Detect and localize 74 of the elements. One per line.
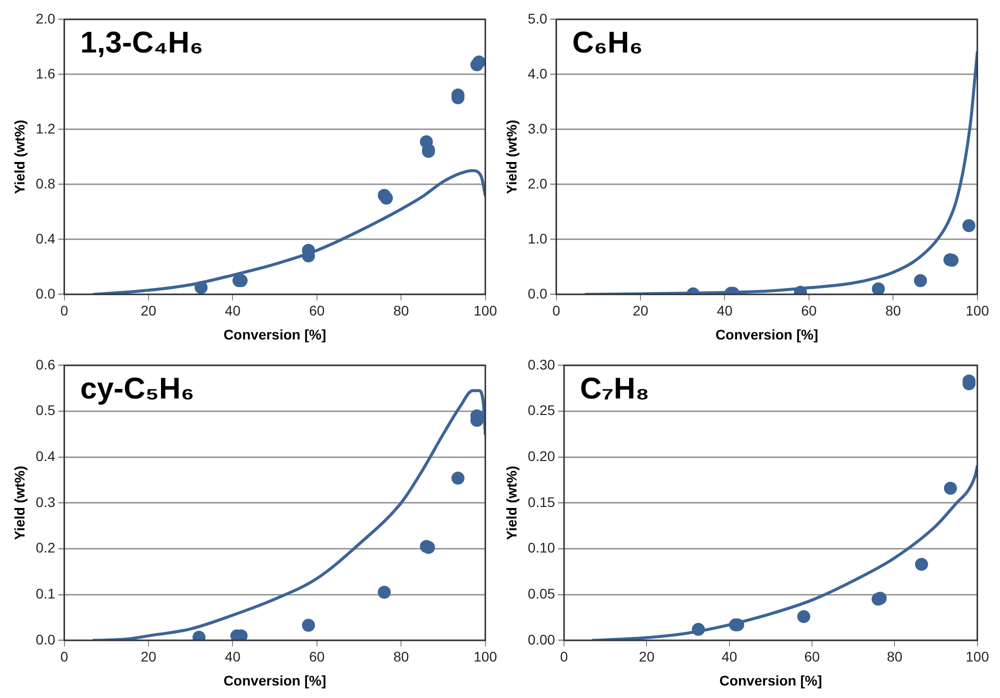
x-tick-label: 80 xyxy=(885,302,902,319)
chart-title: C₇H₈ xyxy=(580,372,650,406)
y-tick-label: 0.4 xyxy=(36,448,56,464)
y-tick-label: 0.4 xyxy=(36,230,56,246)
x-tick-label: 80 xyxy=(393,302,410,319)
x-tick-label: 40 xyxy=(224,648,241,665)
y-tick-label: 1.0 xyxy=(528,230,548,246)
y-tick-label: 0.0 xyxy=(528,285,548,302)
point xyxy=(302,618,315,632)
x-tick-label: 60 xyxy=(309,648,325,665)
x-tick-label: 60 xyxy=(804,648,820,665)
y-tick-label: 0.25 xyxy=(528,402,556,418)
y-tick-label: 3.0 xyxy=(528,120,548,136)
x-tick-label: 0 xyxy=(60,302,68,319)
chart-title: C₆H₆ xyxy=(572,26,643,60)
x-tick-label: 40 xyxy=(722,648,738,665)
y-tick-label: 0.0 xyxy=(36,631,56,648)
x-tick-label: 0 xyxy=(560,648,568,665)
chart-title: 1,3-C₄H₆ xyxy=(80,26,204,60)
y-axis-title: Yield (wt%) xyxy=(503,120,520,194)
x-tick-label: 40 xyxy=(224,302,241,319)
y-tick-label: 0.15 xyxy=(528,494,556,510)
point xyxy=(194,281,208,294)
y-tick-label: 0.2 xyxy=(36,540,56,556)
x-tick-label: 40 xyxy=(716,302,733,319)
chart-title: cy-C₅H₆ xyxy=(80,372,194,406)
point xyxy=(380,192,393,205)
x-tick-label: 60 xyxy=(309,302,325,319)
line-series xyxy=(92,169,486,294)
point xyxy=(915,558,928,571)
x-axis-title: Conversion [%] xyxy=(223,326,326,342)
point xyxy=(692,622,705,636)
x-axis-title: Conversion [%] xyxy=(223,672,326,688)
x-tick-label: 100 xyxy=(474,302,498,319)
x-tick-label: 20 xyxy=(140,648,156,665)
y-tick-label: 0.20 xyxy=(528,448,556,464)
y-tick-label: 0.6 xyxy=(36,356,56,372)
y-tick-label: 5.0 xyxy=(528,10,548,26)
y-tick-label: 4.0 xyxy=(528,65,548,82)
x-tick-label: 0 xyxy=(552,302,560,319)
x-tick-label: 80 xyxy=(393,648,410,665)
x-tick-label: 20 xyxy=(638,648,655,665)
x-tick-label: 100 xyxy=(474,648,498,665)
y-tick-label: 0.1 xyxy=(36,585,56,602)
y-tick-label: 2.0 xyxy=(528,175,548,192)
point xyxy=(451,472,464,485)
x-tick-label: 20 xyxy=(632,302,648,319)
y-axis-title: Yield (wt%) xyxy=(11,120,28,194)
x-axis-title: Conversion [%] xyxy=(715,326,818,342)
point xyxy=(378,586,391,599)
y-tick-label: 0.30 xyxy=(528,356,556,372)
point xyxy=(944,482,957,495)
x-tick-label: 100 xyxy=(966,648,990,665)
y-tick-label: 0.00 xyxy=(528,631,556,648)
y-tick-label: 0.10 xyxy=(528,540,556,556)
y-axis-title: Yield (wt%) xyxy=(503,466,520,540)
line-series xyxy=(591,464,978,640)
y-tick-label: 0.0 xyxy=(36,285,56,302)
y-tick-label: 0.5 xyxy=(36,402,56,418)
x-tick-label: 100 xyxy=(966,302,990,319)
y-tick-label: 0.05 xyxy=(528,585,556,602)
x-axis-title: Conversion [%] xyxy=(719,672,822,688)
y-tick-label: 1.2 xyxy=(36,120,56,136)
y-tick-label: 0.3 xyxy=(36,494,56,510)
x-tick-label: 0 xyxy=(60,648,68,665)
point xyxy=(797,610,810,624)
x-tick-label: 60 xyxy=(801,302,817,319)
x-tick-label: 80 xyxy=(886,648,903,665)
y-tick-label: 0.8 xyxy=(36,175,56,192)
y-axis-title: Yield (wt%) xyxy=(11,466,28,540)
point xyxy=(472,56,486,69)
y-tick-label: 2.0 xyxy=(36,10,56,26)
x-tick-label: 20 xyxy=(140,302,156,319)
y-tick-label: 1.6 xyxy=(36,65,56,82)
